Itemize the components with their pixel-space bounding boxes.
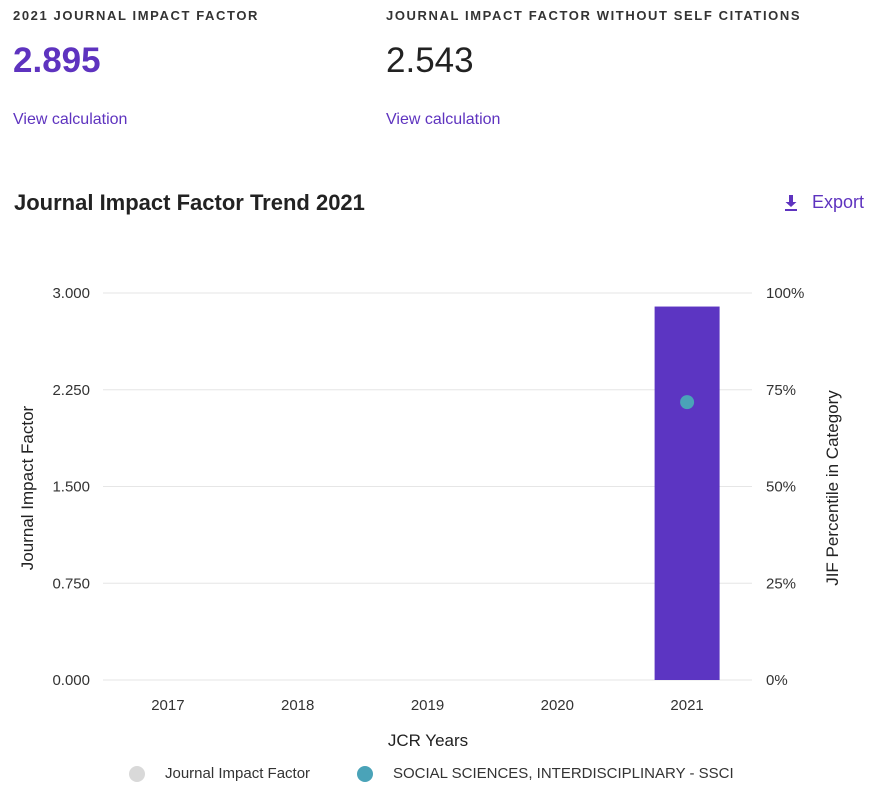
x-tick-label: 2018 [281, 697, 314, 714]
x-tick-label: 2019 [411, 697, 444, 714]
y2-tick-label: 75% [766, 382, 796, 399]
jif-metric: 2021 JOURNAL IMPACT FACTOR 2.895 View ca… [13, 8, 259, 129]
bar-2021[interactable] [654, 306, 720, 680]
legend-item-jif[interactable]: Journal Impact Factor [129, 765, 310, 782]
x-tick-label: 2021 [670, 697, 703, 714]
legend-item-category[interactable]: SOCIAL SCIENCES, INTERDISCIPLINARY - SSC… [357, 765, 734, 782]
export-label: Export [812, 192, 865, 212]
y-axis-label: Journal Impact Factor [18, 405, 37, 570]
y2-tick-label: 0% [766, 672, 788, 689]
jif-without-self-citations-label: JOURNAL IMPACT FACTOR WITHOUT SELF CITAT… [386, 8, 802, 23]
legend-dot-category [357, 765, 373, 782]
jif-label: 2021 JOURNAL IMPACT FACTOR [13, 8, 260, 23]
y2-tick-label: 50% [766, 479, 796, 496]
legend-dot-jif [129, 765, 145, 782]
export-button[interactable]: Export [783, 192, 864, 213]
jif-without-self-citations-metric: JOURNAL IMPACT FACTOR WITHOUT SELF CITAT… [386, 8, 801, 129]
jif-view-calculation-link[interactable]: View calculation [13, 111, 128, 128]
category-percentile-point-2021[interactable] [680, 395, 695, 410]
legend-label-jif: Journal Impact Factor [165, 765, 311, 782]
legend-label-category: SOCIAL SCIENCES, INTERDISCIPLINARY - SSC… [393, 765, 734, 782]
x-tick-label: 2017 [151, 697, 184, 714]
x-tick-label: 2020 [541, 697, 574, 714]
trend-title: Journal Impact Factor Trend 2021 [14, 190, 365, 215]
y-tick-label: 0.750 [52, 575, 90, 592]
y-tick-label: 0.000 [52, 672, 90, 689]
jif-trend-chart: 0.000 0.750 1.500 2.250 3.000 0% 25% 50% 75% 100… [18, 285, 842, 750]
y2-axis-label: JIF Percentile in Category [823, 390, 842, 586]
y-tick-label: 2.250 [52, 382, 90, 399]
jif-without-self-citations-view-calculation-link[interactable]: View calculation [386, 111, 501, 128]
y-tick-label: 3.000 [52, 285, 90, 302]
jif-without-self-citations-value: 2.543 [386, 41, 474, 80]
y2-tick-label: 25% [766, 575, 796, 592]
y2-tick-label: 100% [766, 285, 804, 302]
x-axis-label: JCR Years [388, 731, 468, 750]
y-tick-label: 1.500 [52, 479, 90, 496]
download-icon [783, 194, 799, 212]
jif-value: 2.895 [13, 41, 101, 80]
